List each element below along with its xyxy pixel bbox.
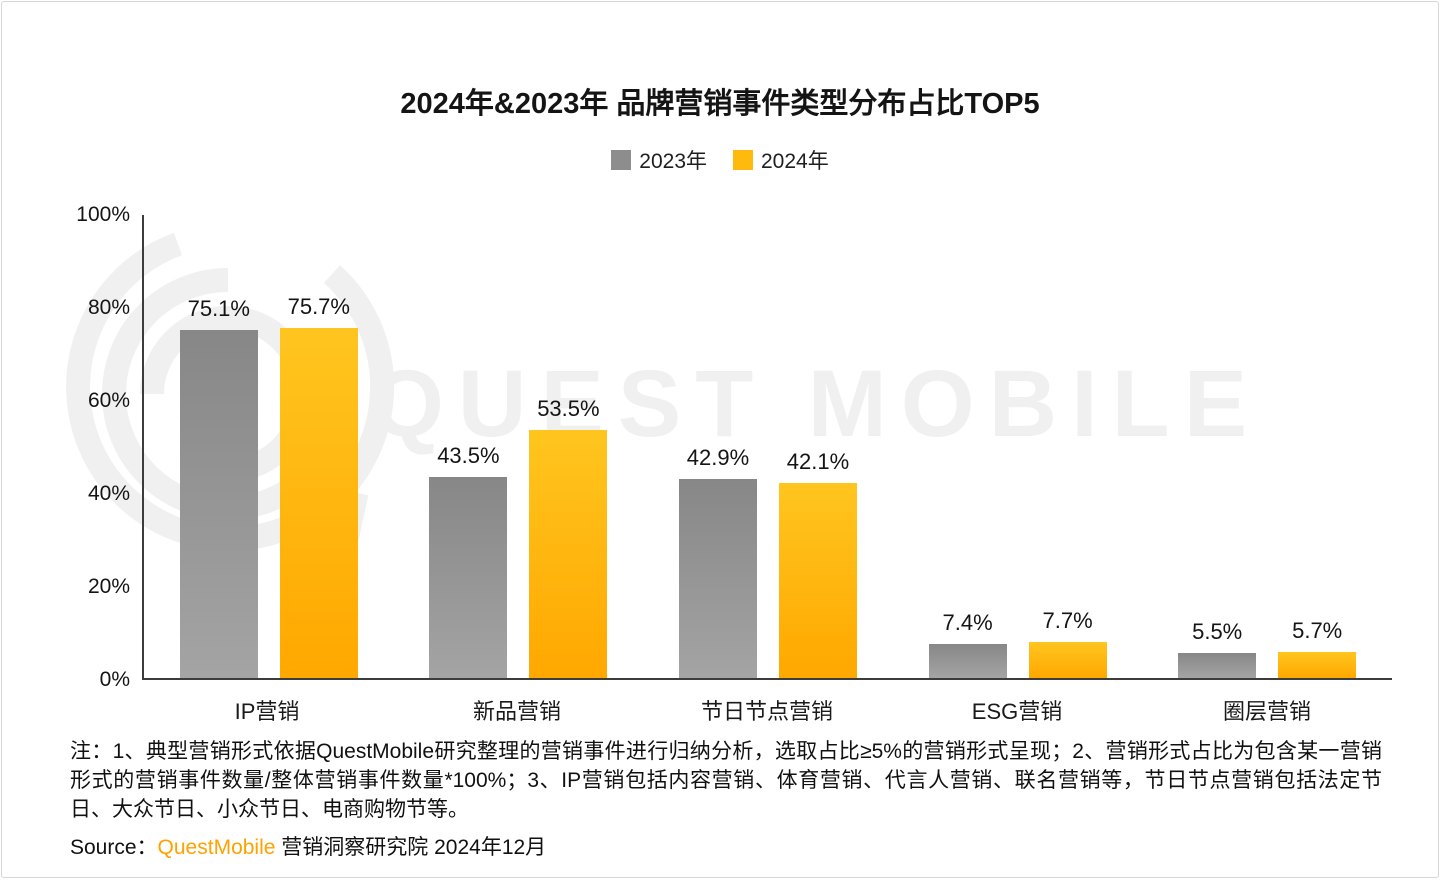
bar-2024年-圈层营销: 5.7% xyxy=(1278,618,1357,678)
y-axis-tick: 40% xyxy=(87,482,130,505)
source-prefix: Source： xyxy=(70,836,158,859)
x-axis-label: ESG营销 xyxy=(971,699,1063,724)
bar-group: 5.5% 5.7% xyxy=(1142,215,1392,678)
bar-value-label: 5.7% xyxy=(1292,617,1343,643)
bar-group: 75.1% 75.7% xyxy=(144,215,394,678)
y-axis-tick: 80% xyxy=(87,296,130,319)
y-axis: 100% 80% 60% 40% 20% 0% xyxy=(42,203,130,691)
bar-value-label: 75.7% xyxy=(287,293,350,319)
source-brand: QuestMobile xyxy=(157,836,276,859)
bar-value-label: 43.5% xyxy=(437,442,500,468)
bar-value-label: 7.7% xyxy=(1042,608,1093,634)
chart-legend: 2023年 2024年 xyxy=(2,145,1438,175)
y-axis-tick: 100% xyxy=(76,203,130,226)
bar-value-label: 53.5% xyxy=(537,396,600,422)
bar-2024年-ESG营销: 7.7% xyxy=(1028,608,1107,678)
footnote: 注：1、典型营销形式依据QuestMobile研究整理的营销事件进行归纳分析，选… xyxy=(70,740,1382,821)
plot-area: 75.1% 75.7% 43.5% 53.5% 42.9% 42.1% 7.4% 7.7% 5.… xyxy=(142,215,1392,680)
bar-2023年-新品营销: 43.5% xyxy=(429,443,508,678)
bar-2023年-ESG营销: 7.4% xyxy=(928,610,1007,678)
x-axis-labels: IP营销 新品营销 节日节点营销 ESG营销 圈层营销 xyxy=(142,694,1392,726)
x-axis-label: IP营销 xyxy=(234,699,300,724)
legend-label-2023: 2023年 xyxy=(639,150,707,173)
bar-2023年-节日节点营销: 42.9% xyxy=(678,445,757,678)
source-line: Source：QuestMobile 营销洞察研究院 2024年12月 xyxy=(70,831,1382,861)
bar-value-label: 7.4% xyxy=(942,609,993,635)
bar-value-label: 75.1% xyxy=(187,296,250,322)
chart-title: 2024年&2023年 品牌营销事件类型分布占比TOP5 xyxy=(400,88,1040,120)
bar-value-label: 42.9% xyxy=(686,445,750,471)
y-axis-tick: 0% xyxy=(99,668,130,691)
source-suffix: 营销洞察研究院 2024年12月 xyxy=(275,836,547,859)
bar-2024年-节日节点营销: 42.1% xyxy=(778,449,857,678)
bar-group: 42.9% 42.1% xyxy=(643,215,893,678)
bar-group: 43.5% 53.5% xyxy=(394,215,644,678)
bar-value-label: 5.5% xyxy=(1192,618,1243,644)
bar-2023年-IP营销: 75.1% xyxy=(179,296,258,678)
brand-watermark: QUEST MOBILE xyxy=(370,351,1262,457)
legend-item-2024: 2024年 xyxy=(733,145,829,175)
legend-swatch-2024 xyxy=(733,150,753,170)
y-axis-tick: 60% xyxy=(87,389,130,412)
bar-2023年-圈层营销: 5.5% xyxy=(1178,619,1257,678)
legend-item-2023: 2023年 xyxy=(611,145,707,175)
bar-2024年-IP营销: 75.7% xyxy=(279,294,358,678)
x-axis-label: 圈层营销 xyxy=(1222,699,1311,724)
x-axis-label: 节日节点营销 xyxy=(700,699,833,724)
bar-2024年-新品营销: 53.5% xyxy=(529,396,608,678)
legend-swatch-2023 xyxy=(611,150,632,170)
y-axis-tick: 20% xyxy=(87,575,130,598)
bar-group: 7.4% 7.7% xyxy=(893,215,1143,678)
x-axis-label: 新品营销 xyxy=(472,699,561,724)
legend-label-2024: 2024年 xyxy=(761,150,829,173)
bar-value-label: 42.1% xyxy=(786,449,850,475)
